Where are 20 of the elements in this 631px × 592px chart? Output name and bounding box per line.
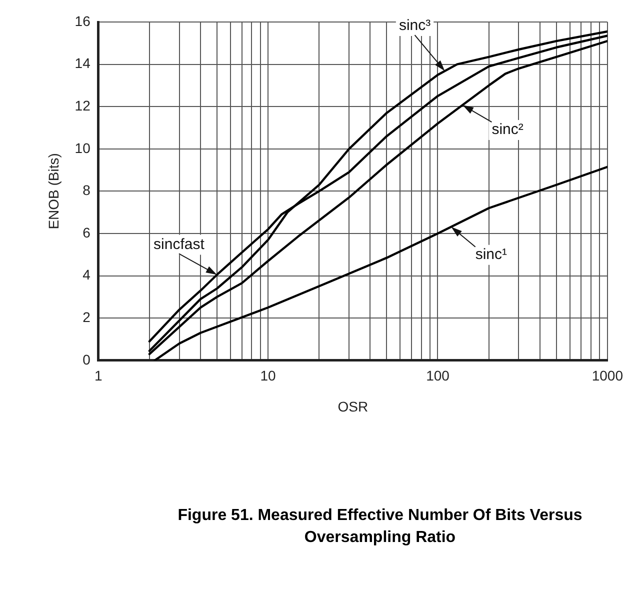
x-axis-title: OSR: [338, 398, 368, 414]
text: sinc³: [398, 17, 431, 34]
y-tick-label: 8: [82, 182, 91, 198]
y-tick-label: 12: [74, 97, 91, 114]
x-tick-label: 1: [94, 368, 102, 384]
y-tick-label: 10: [74, 140, 91, 156]
x-tick-label: 100: [426, 368, 450, 384]
y-tick-label: 6: [82, 224, 91, 240]
x-tick-label: 10: [260, 368, 276, 384]
series-label: sincfast: [154, 236, 206, 253]
y-tick-label: 16: [74, 12, 91, 29]
x-tick-label: 1000: [592, 368, 624, 384]
series-label: sinc¹: [475, 246, 508, 263]
y-axis-title: ENOB (Bits): [45, 153, 62, 230]
y-tick-label: 4: [82, 266, 91, 283]
text: sinc²: [492, 121, 524, 138]
y-tick-label: 14: [74, 55, 91, 72]
caption: Figure 51. Measured Effective Number Of Bits Versus Oversampling Ratio: [176, 506, 584, 548]
y-tick-label: 0: [82, 351, 91, 368]
y-tick-label: 2: [82, 308, 91, 325]
